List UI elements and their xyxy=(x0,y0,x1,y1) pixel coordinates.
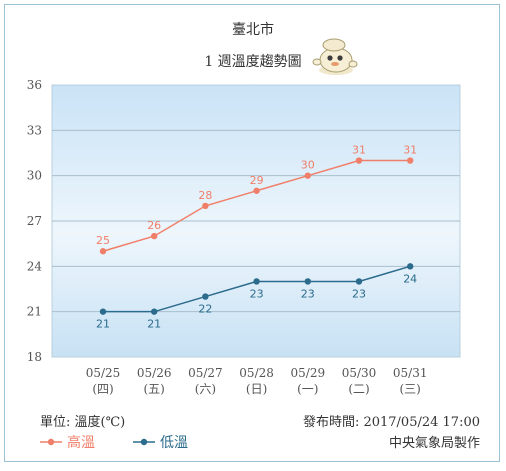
data-label: 26 xyxy=(147,219,161,232)
data-point[interactable] xyxy=(253,278,260,285)
x-tick-weekday: (三) xyxy=(400,382,421,396)
x-tick-label: 05/26 xyxy=(137,366,172,380)
x-tick-weekday: (五) xyxy=(144,382,165,396)
data-label: 30 xyxy=(301,159,315,172)
x-axis-ticks: 05/25 (四) 05/26 (五) 05/27 (六) 05/28 (日) 05/29 (一)… xyxy=(86,366,428,396)
legend-item-low[interactable]: 低溫 xyxy=(133,435,188,451)
data-point[interactable] xyxy=(304,172,311,179)
grid-lines xyxy=(52,129,460,313)
x-tick-label: 05/31 xyxy=(393,366,428,380)
x-tick-label: 05/30 xyxy=(342,366,377,380)
x-tick-weekday: (四) xyxy=(92,382,113,396)
x-tick-weekday: (六) xyxy=(195,382,216,396)
y-axis-ticks: 18 21 24 27 30 33 36 xyxy=(27,78,43,364)
x-tick-weekday: (二) xyxy=(348,382,369,396)
data-point[interactable] xyxy=(202,202,209,210)
data-label: 29 xyxy=(250,174,264,187)
unit-label: 單位: 溫度(℃) xyxy=(40,414,125,430)
x-tick-label: 05/25 xyxy=(86,366,121,380)
data-point[interactable] xyxy=(407,157,414,164)
legend: 高溫 低溫 xyxy=(40,434,188,451)
data-label: 31 xyxy=(403,144,417,157)
legend-label-low: 低溫 xyxy=(160,435,188,451)
chart-subtitle: 1 週溫度趨勢圖 xyxy=(204,54,301,70)
y-tick-label: 30 xyxy=(27,169,42,183)
series-layer: 25 26 28 29 30 31 31 21 21 22 23 23 23 24 xyxy=(96,144,417,331)
data-point[interactable] xyxy=(151,308,158,315)
data-point[interactable] xyxy=(99,308,107,315)
x-tick-weekday: (一) xyxy=(297,382,318,396)
legend-marker-high xyxy=(47,438,55,446)
y-tick-label: 36 xyxy=(27,78,42,92)
credit-label: 中央氣象局製作 xyxy=(389,436,480,451)
data-point[interactable] xyxy=(355,157,363,164)
data-label: 21 xyxy=(147,318,161,331)
data-label: 24 xyxy=(403,272,417,285)
data-label: 23 xyxy=(301,287,315,300)
data-point[interactable] xyxy=(151,232,158,240)
data-label: 28 xyxy=(198,189,212,202)
data-point[interactable] xyxy=(304,278,311,285)
issue-time: 發布時間: 2017/05/24 17:00 xyxy=(303,415,480,430)
y-tick-label: 27 xyxy=(27,214,42,228)
data-point[interactable] xyxy=(407,263,414,270)
x-tick-label: 05/29 xyxy=(291,366,326,380)
data-point[interactable] xyxy=(355,278,363,285)
data-label: 22 xyxy=(198,303,212,316)
data-label: 23 xyxy=(250,287,264,300)
data-point[interactable] xyxy=(99,248,107,255)
data-point[interactable] xyxy=(253,187,260,194)
data-label: 31 xyxy=(352,144,366,157)
y-tick-label: 21 xyxy=(27,305,42,319)
x-tick-weekday: (日) xyxy=(246,382,267,396)
legend-item-high[interactable]: 高溫 xyxy=(40,434,95,451)
y-tick-label: 18 xyxy=(27,350,42,364)
x-tick-label: 05/27 xyxy=(188,366,223,380)
cartoon-mascot-icon xyxy=(312,38,358,75)
data-point[interactable] xyxy=(202,293,209,300)
x-tick-label: 05/28 xyxy=(239,366,274,380)
data-label: 21 xyxy=(96,318,110,331)
y-tick-label: 24 xyxy=(27,259,43,273)
legend-marker-low xyxy=(140,438,148,446)
y-tick-label: 33 xyxy=(27,123,42,137)
data-label: 25 xyxy=(96,234,110,247)
data-label: 23 xyxy=(352,287,366,300)
chart-title: 臺北市 xyxy=(232,21,274,38)
legend-label-high: 高溫 xyxy=(67,434,95,451)
